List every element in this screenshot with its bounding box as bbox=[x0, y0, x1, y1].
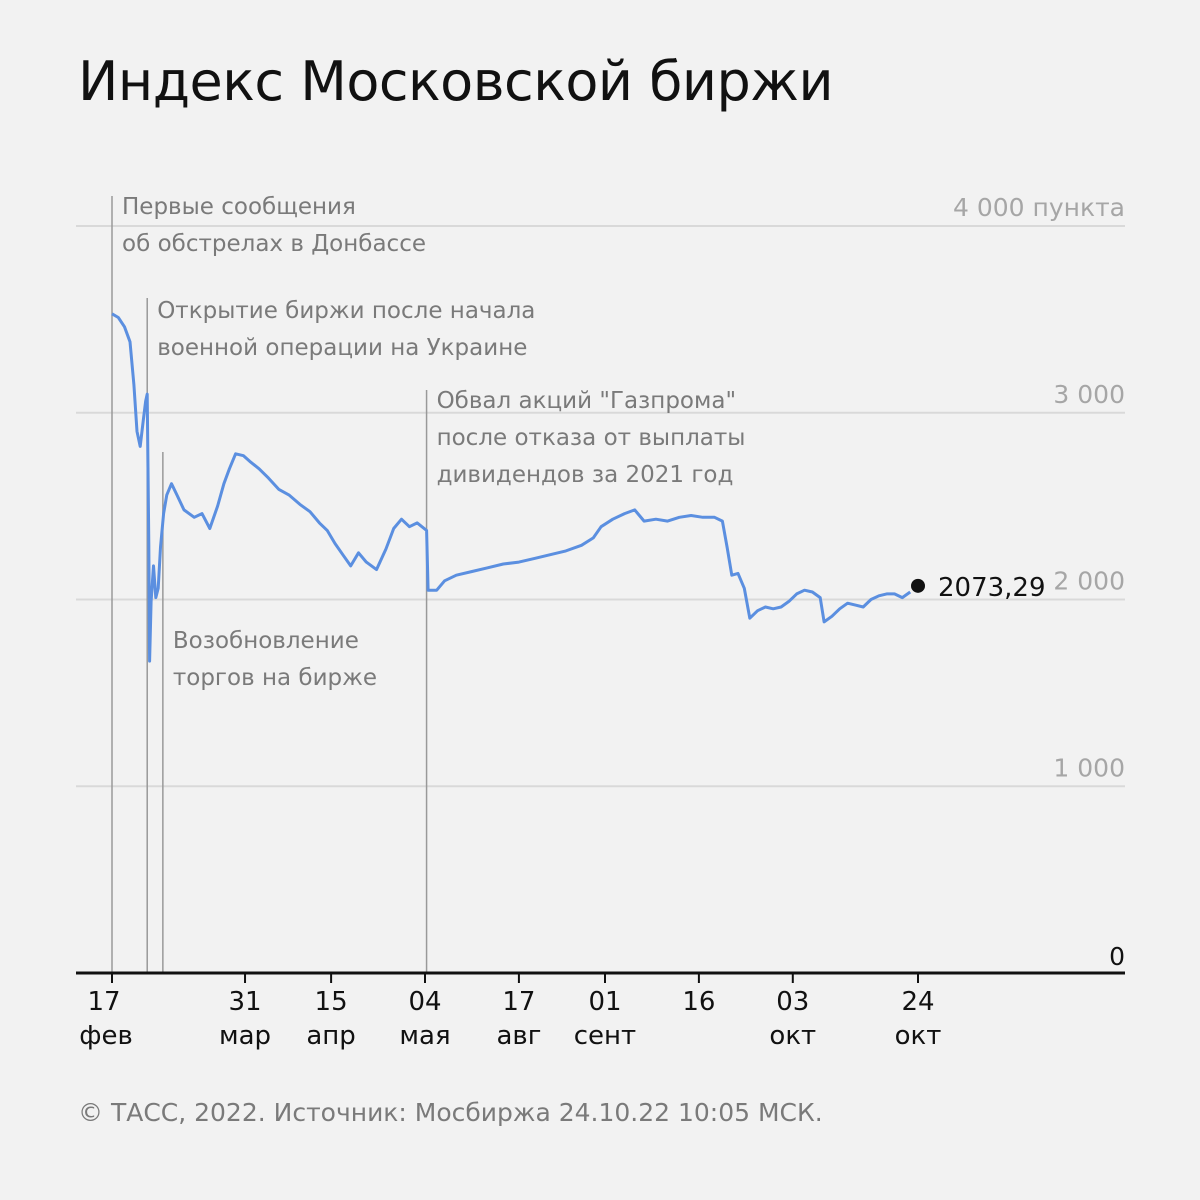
event-label-3-line-1: после отказа от выплаты bbox=[437, 425, 746, 451]
event-label-2-line-0: Возобновление bbox=[173, 628, 359, 654]
x-tick-day-0: 17 bbox=[87, 987, 120, 1017]
source-note: © ТАСС, 2022. Источник: Мосбиржа 24.10.2… bbox=[78, 1098, 823, 1127]
event-label-1-line-1: военной операции на Украине bbox=[157, 335, 527, 361]
x-tick-day-5: 01 bbox=[588, 987, 621, 1017]
event-label-0-line-0: Первые сообщения bbox=[122, 194, 356, 220]
y-tick-label-3: 3 000 bbox=[1053, 380, 1125, 409]
y-tick-label-1: 1 000 bbox=[1053, 753, 1125, 782]
x-tick-month-1: мар bbox=[219, 1021, 271, 1051]
x-tick-day-1: 31 bbox=[228, 987, 261, 1017]
event-label-0-line-1: об обстрелах в Донбассе bbox=[122, 231, 426, 257]
x-tick-month-7: окт bbox=[769, 1021, 816, 1051]
x-tick-month-0: фев bbox=[79, 1021, 133, 1051]
chart-title: Индекс Московской биржи bbox=[78, 50, 834, 113]
x-tick-month-4: авг bbox=[496, 1021, 541, 1051]
x-tick-day-7: 03 bbox=[776, 987, 809, 1017]
x-tick-month-2: апр bbox=[306, 1021, 355, 1051]
event-label-3-line-2: дивидендов за 2021 год bbox=[437, 462, 734, 488]
last-point-label: 2073,29 bbox=[938, 573, 1046, 603]
x-tick-month-5: сент bbox=[574, 1021, 636, 1051]
x-tick-day-6: 16 bbox=[682, 987, 715, 1017]
x-tick-day-3: 04 bbox=[408, 987, 441, 1017]
series-line-moex bbox=[111, 312, 912, 663]
y-tick-label-2: 2 000 bbox=[1053, 567, 1125, 596]
event-label-1-line-0: Открытие биржи после начала bbox=[157, 298, 535, 324]
event-label-3-line-0: Обвал акций "Газпрома" bbox=[437, 388, 736, 414]
x-tick-day-4: 17 bbox=[502, 987, 535, 1017]
x-tick-month-3: мая bbox=[399, 1021, 450, 1051]
event-label-2-line-1: торгов на бирже bbox=[173, 665, 377, 691]
y-tick-label-4: 4 000 пункта bbox=[953, 193, 1125, 222]
last-point-marker bbox=[911, 578, 925, 593]
y-tick-label-0: 0 bbox=[1109, 942, 1125, 971]
x-tick-month-8: окт bbox=[895, 1021, 942, 1051]
x-tick-day-2: 15 bbox=[315, 987, 348, 1017]
x-tick-day-8: 24 bbox=[901, 987, 934, 1017]
